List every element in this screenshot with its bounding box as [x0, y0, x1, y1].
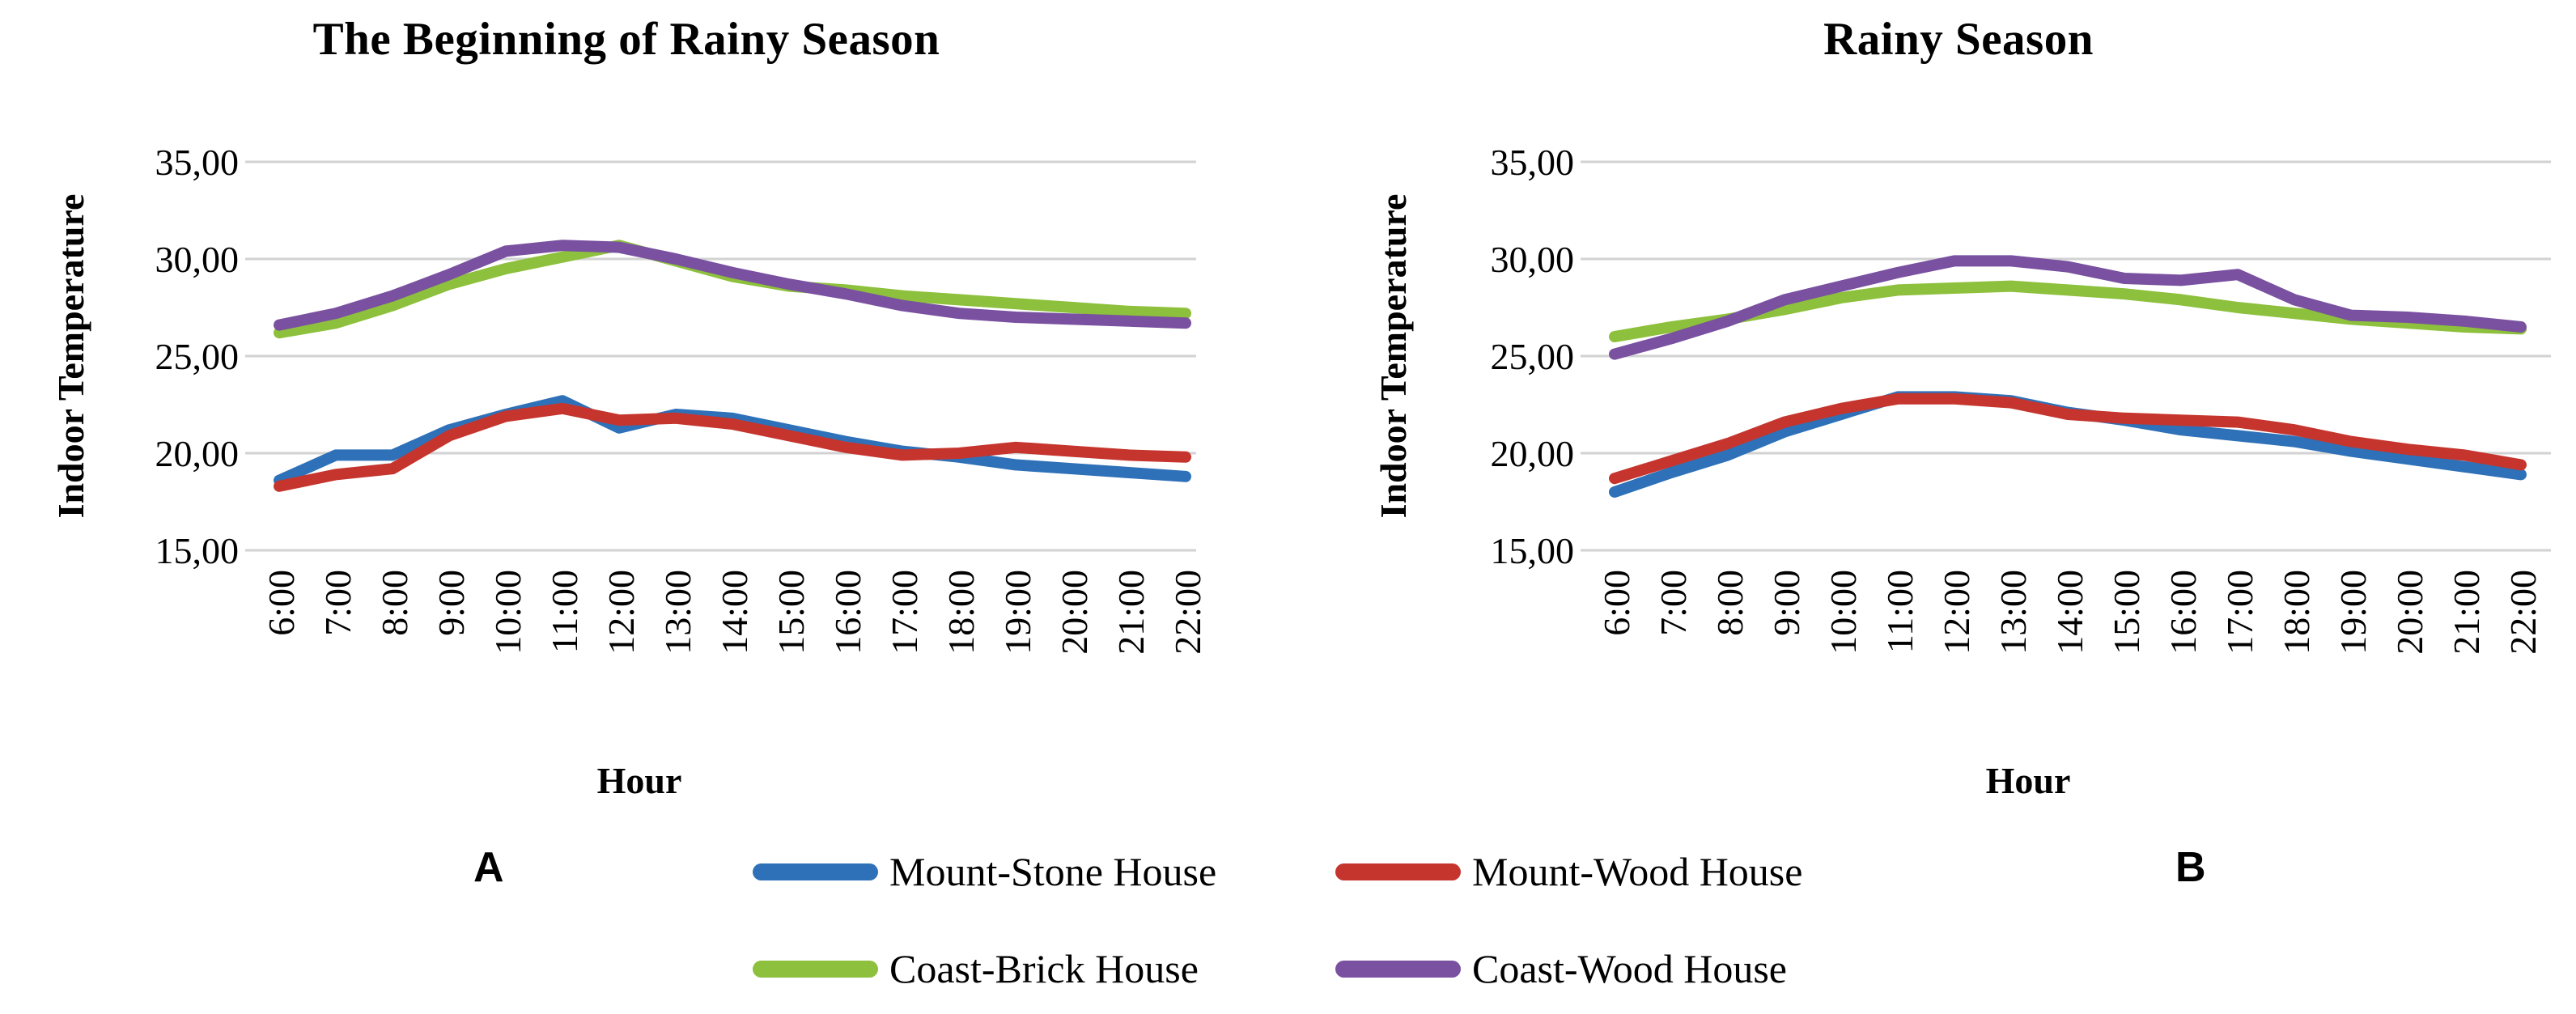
- x-tick-label: 6:00: [261, 570, 302, 636]
- x-tick-label: 9:00: [1766, 570, 1807, 636]
- series-line-mount-stone-house: [274, 395, 1191, 486]
- series-line-coast-wood-house: [274, 240, 1191, 331]
- legend-swatch-coast-wood-icon: [1335, 960, 1461, 978]
- legend-item-mount-wood-house: Mount-Wood House: [1335, 846, 1802, 897]
- panel-label-b: B: [2175, 844, 2206, 891]
- series-line-mount-wood-house: [1609, 392, 2527, 485]
- y-tick-label: 15,00: [155, 530, 240, 571]
- x-tick-label: 21:00: [1110, 570, 1152, 655]
- x-tick-label: 8:00: [374, 570, 415, 636]
- x-tick-label: 15:00: [2106, 570, 2147, 655]
- legend-item-coast-brick-house: Coast-Brick House: [753, 944, 1199, 994]
- legend-label: Mount-Wood House: [1472, 849, 1803, 894]
- chart-b-title: Rainy Season: [1823, 14, 2094, 65]
- y-tick-label: 20,00: [155, 433, 240, 474]
- x-tick-label: 20:00: [2389, 570, 2430, 655]
- legend-item-mount-stone-house: Mount-Stone House: [753, 846, 1216, 897]
- chart-a-title: The Beginning of Rainy Season: [312, 14, 940, 65]
- x-tick-label: 17:00: [884, 570, 925, 655]
- x-tick-label: 6:00: [1596, 570, 1637, 636]
- x-tick-label: 11:00: [1879, 570, 1920, 653]
- x-tick-label: 22:00: [2502, 570, 2544, 655]
- y-tick-label: 35,00: [155, 142, 240, 183]
- x-tick-label: 10:00: [1823, 570, 1864, 655]
- y-tick-label: 25,00: [1491, 336, 1575, 377]
- x-tick-label: 13:00: [657, 570, 698, 655]
- chart-b-x-axis-label: Hour: [1985, 760, 2071, 801]
- x-tick-label: 16:00: [827, 570, 868, 655]
- legend-label: Coast-Brick House: [889, 946, 1199, 991]
- y-tick-label: 25,00: [155, 336, 240, 377]
- x-tick-label: 7:00: [317, 570, 359, 636]
- x-tick-label: 19:00: [997, 570, 1038, 655]
- series-line-mount-wood-house: [274, 402, 1191, 492]
- legend-item-coast-wood-house: Coast-Wood House: [1335, 944, 1787, 994]
- x-tick-label: 20:00: [1054, 570, 1095, 655]
- x-tick-label: 17:00: [2219, 570, 2260, 655]
- x-tick-label: 11:00: [544, 570, 585, 653]
- chart-b-y-axis-label: Indoor Temperature: [1373, 193, 1414, 519]
- legend-label: Mount-Stone House: [889, 849, 1217, 894]
- x-tick-label: 22:00: [1167, 570, 1208, 655]
- x-tick-label: 7:00: [1653, 570, 1694, 636]
- y-tick-label: 15,00: [1491, 530, 1575, 571]
- y-tick-label: 30,00: [155, 239, 240, 280]
- x-tick-label: 13:00: [1992, 570, 2034, 655]
- x-tick-label: 12:00: [601, 570, 642, 655]
- x-tick-label: 21:00: [2446, 570, 2487, 655]
- legend-swatch-mount-stone-icon: [753, 863, 878, 880]
- x-tick-label: 14:00: [714, 570, 755, 655]
- panel-label-a: A: [473, 844, 504, 891]
- legend-swatch-mount-wood-icon: [1335, 863, 1461, 880]
- x-tick-label: 19:00: [2332, 570, 2374, 655]
- series-line-coast-wood-house: [1609, 255, 2527, 360]
- legend-swatch-coast-brick-icon: [753, 960, 878, 978]
- x-tick-label: 10:00: [487, 570, 528, 655]
- x-tick-label: 18:00: [940, 570, 982, 655]
- y-tick-label: 35,00: [1491, 142, 1575, 183]
- y-tick-label: 30,00: [1491, 239, 1575, 280]
- chart-a-x-axis-label: Hour: [596, 760, 682, 801]
- legend-label: Coast-Wood House: [1472, 946, 1787, 991]
- x-tick-label: 14:00: [2049, 570, 2090, 655]
- x-tick-label: 8:00: [1709, 570, 1751, 636]
- x-tick-label: 9:00: [431, 570, 472, 636]
- x-tick-label: 12:00: [1936, 570, 1977, 655]
- chart-a-y-axis-label: Indoor Temperature: [50, 193, 91, 519]
- x-tick-label: 16:00: [2162, 570, 2204, 655]
- y-tick-label: 20,00: [1491, 433, 1575, 474]
- x-tick-label: 18:00: [2276, 570, 2317, 655]
- x-tick-label: 15:00: [770, 570, 812, 655]
